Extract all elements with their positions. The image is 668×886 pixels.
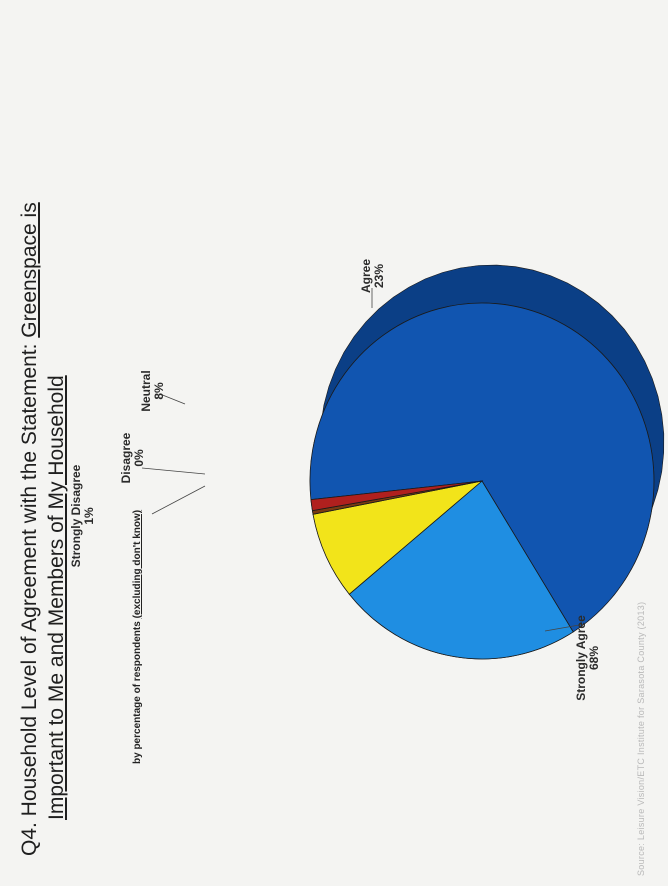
label-disagree: Disagree0% xyxy=(119,432,146,483)
leader-strongly-disagree xyxy=(151,485,206,515)
leader-disagree xyxy=(141,467,206,475)
label-agree: Agree23% xyxy=(359,259,386,293)
label-strongly-agree: Strongly Agree68% xyxy=(574,615,601,701)
pie-slice-neutral xyxy=(312,480,484,595)
label-strongly-disagree: Strongly Disagree1% xyxy=(69,464,96,567)
pie-slice-agree xyxy=(348,480,574,660)
source-note: Source: Leisure Vision/ETC Institute for… xyxy=(636,601,646,876)
leader-strongly-agree xyxy=(544,623,586,632)
pie-slice-strongly-agree xyxy=(309,302,655,633)
label-neutral: Neutral8% xyxy=(139,370,166,411)
pie-slice-strongly-disagree xyxy=(310,480,483,512)
leader-neutral xyxy=(159,393,186,405)
